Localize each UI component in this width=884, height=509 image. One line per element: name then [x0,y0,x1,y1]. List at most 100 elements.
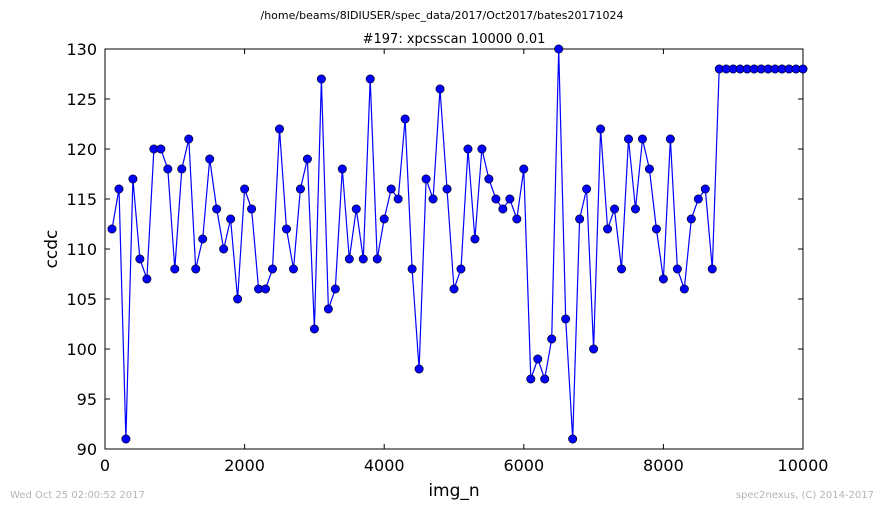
data-point [658,274,668,284]
data-point [191,264,201,274]
data-point [156,144,166,154]
series-ccdc [107,44,808,444]
data-point [700,184,710,194]
data-point [163,164,173,174]
data-point [561,314,571,324]
data-point [435,84,445,94]
data-point [596,124,606,134]
data-point [247,204,257,214]
data-point [533,354,543,364]
data-point [693,194,703,204]
data-point [170,264,180,274]
data-point [274,124,284,134]
data-point [707,264,717,274]
y-axis-label: ccdc [42,230,62,269]
data-point [651,224,661,234]
data-point [295,184,305,194]
data-point [603,224,613,234]
data-point [407,264,417,274]
chart-title: #197: xpcsscan 10000 0.01 [363,32,546,47]
data-point [421,174,431,184]
x-tick-label: 8000 [643,456,684,475]
x-axis-label: img_n [428,481,479,501]
data-point [428,194,438,204]
data-point [589,344,599,354]
y-tick-label: 130 [66,40,97,59]
data-point [316,74,326,84]
data-point [519,164,529,174]
data-point [302,154,312,164]
data-point [456,264,466,274]
data-point [617,264,627,274]
y-tick-label: 125 [66,90,97,109]
data-point [184,134,194,144]
data-point [268,264,278,274]
data-point [526,374,536,384]
data-point [233,294,243,304]
footer-timestamp: Wed Oct 25 02:00:52 2017 [10,490,145,501]
data-point [261,284,271,294]
data-point [540,374,550,384]
data-point [582,184,592,194]
data-point [386,184,396,194]
data-point [135,254,145,264]
data-point [686,214,696,224]
y-tick-label: 115 [66,190,97,209]
data-point [128,174,138,184]
data-point [288,264,298,274]
x-tick-label: 10000 [778,456,829,475]
x-axis: 0 2000 4000 6000 8000 10000 [100,49,829,475]
data-point [344,254,354,264]
data-point [505,194,515,204]
data-point [575,214,585,224]
data-point [372,254,382,264]
data-point [365,74,375,84]
y-tick-label: 100 [66,340,97,359]
data-point [351,204,361,214]
x-tick-label: 4000 [364,456,405,475]
data-point [449,284,459,294]
x-tick-label: 0 [100,456,110,475]
series-line [111,48,803,440]
data-point [623,134,633,144]
data-point [470,234,480,244]
x-tick-label: 2000 [224,456,265,475]
data-point [568,434,578,444]
data-point [107,224,117,234]
data-point [358,254,368,264]
data-point [484,174,494,184]
data-point [142,274,152,284]
y-tick-label: 120 [66,140,97,159]
data-point [630,204,640,214]
y-axis: 90 95 100 105 110 115 120 125 130 [66,40,803,459]
y-tick-label: 90 [77,440,97,459]
data-point [198,234,208,244]
data-point [226,214,236,224]
data-point [442,184,452,194]
y-tick-label: 110 [66,240,97,259]
data-point [337,164,347,174]
data-point [498,204,508,214]
data-point [323,304,333,314]
data-point [463,144,473,154]
data-point [798,64,808,74]
data-point [219,244,229,254]
data-point [554,44,564,54]
plot-area [104,48,804,450]
data-point [379,214,389,224]
data-point [121,434,131,444]
data-point [644,164,654,174]
data-point [400,114,410,124]
x-tick-label: 6000 [503,456,544,475]
y-tick-label: 95 [77,390,97,409]
footer-credit: spec2nexus, (C) 2014-2017 [736,490,874,501]
data-point [610,204,620,214]
data-point [114,184,124,194]
data-point [205,154,215,164]
data-point [477,144,487,154]
data-point [491,194,501,204]
data-point [547,334,557,344]
data-point [679,284,689,294]
data-point [330,284,340,294]
